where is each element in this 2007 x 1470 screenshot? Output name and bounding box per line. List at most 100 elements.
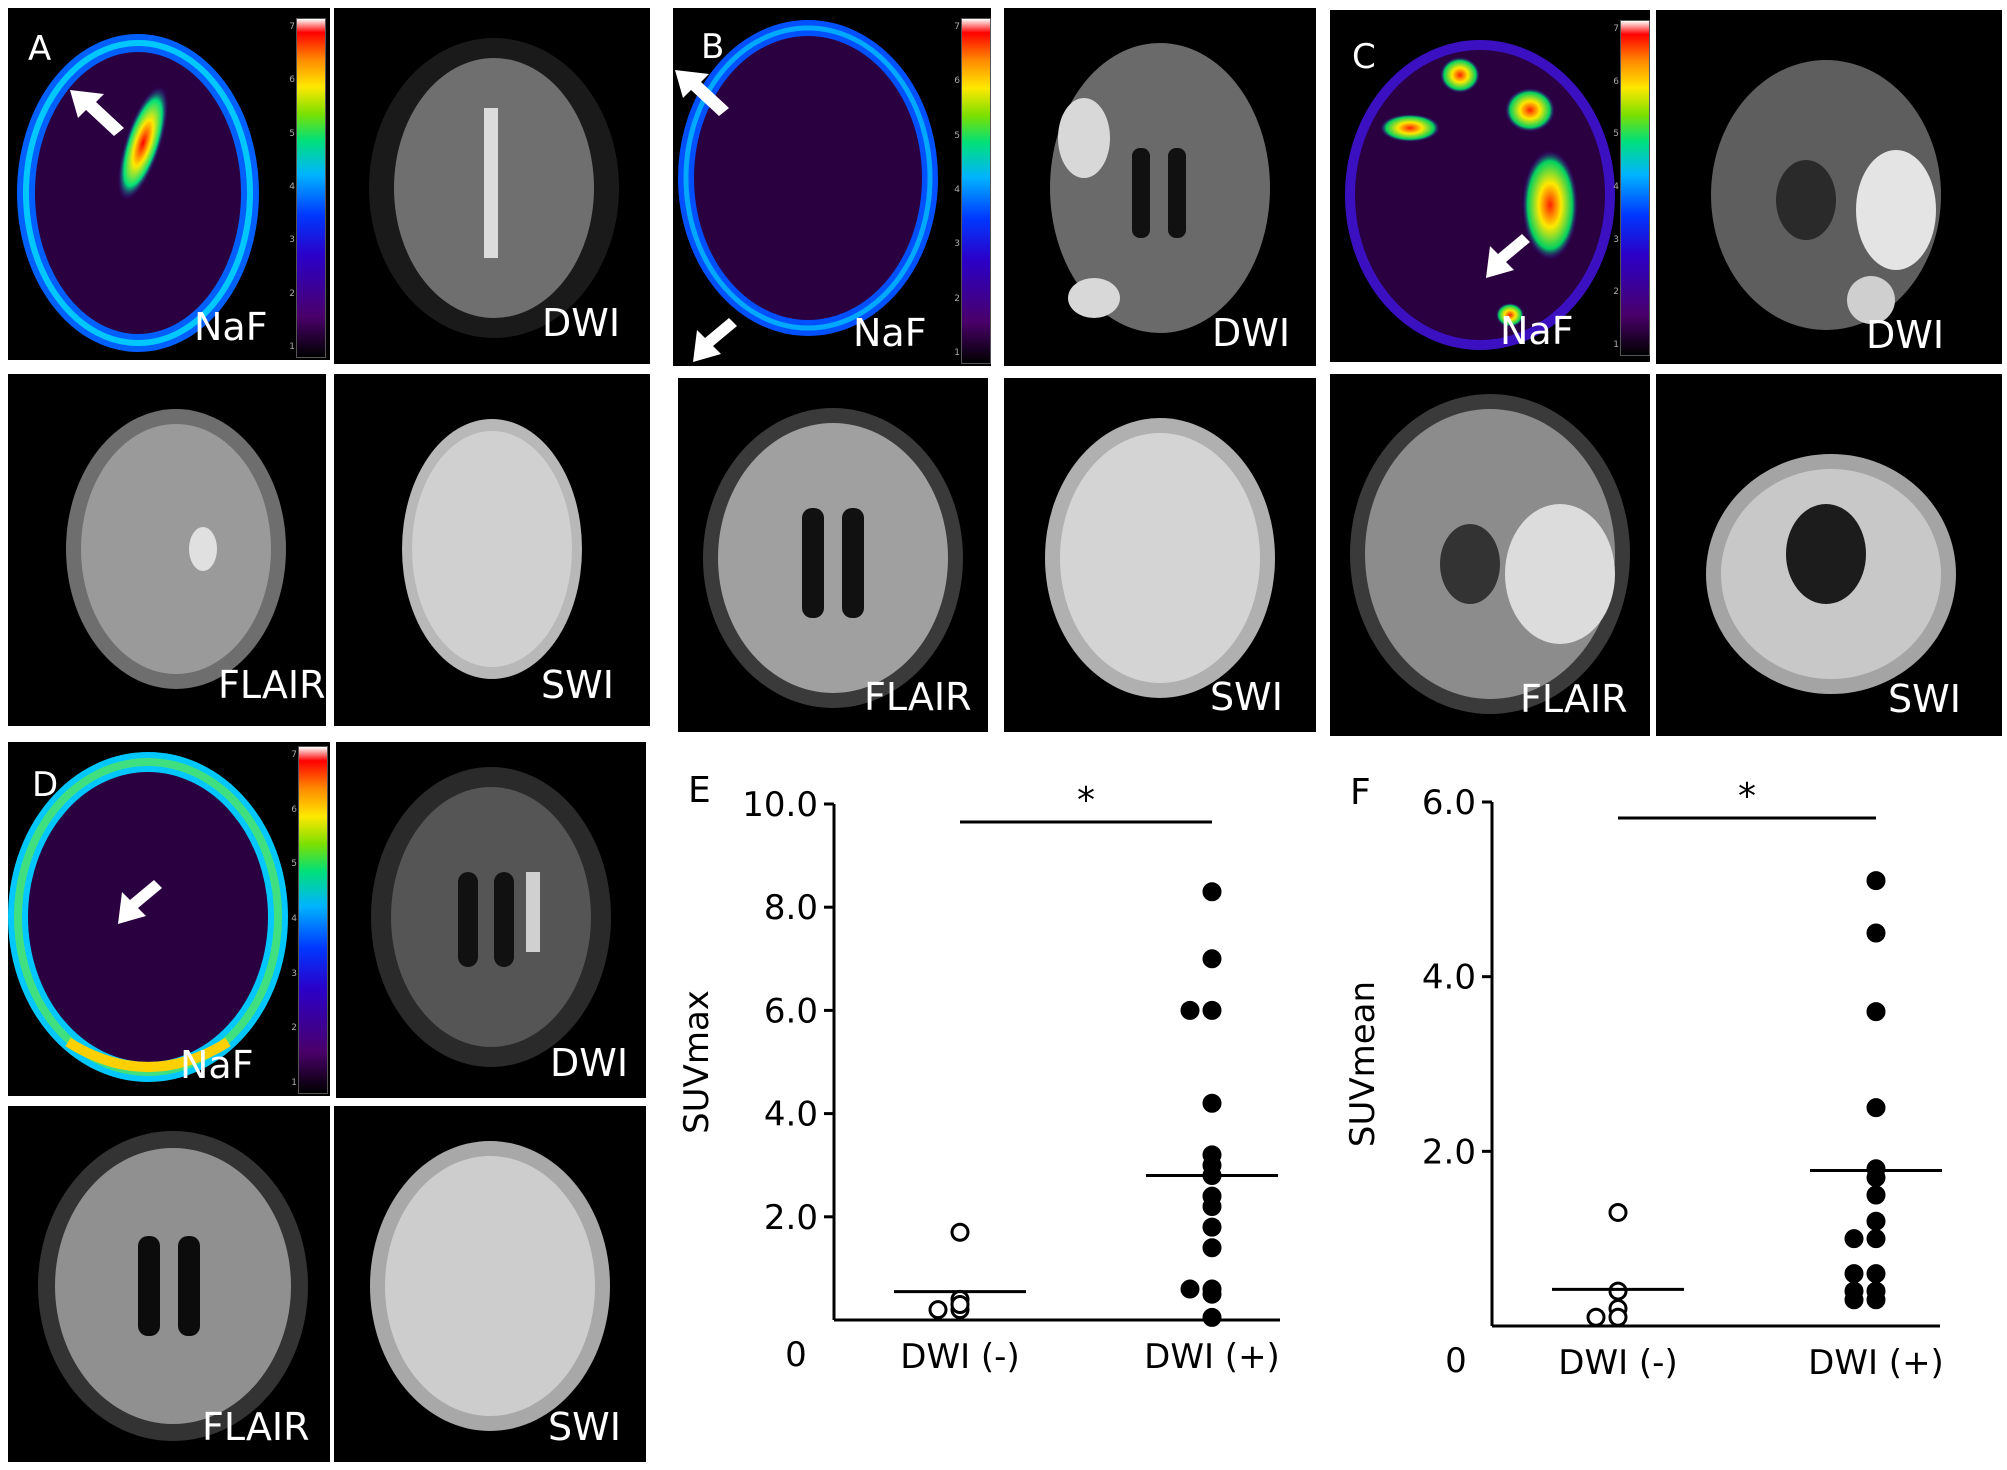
data-point xyxy=(1844,1229,1864,1249)
naf-label: NaF xyxy=(180,1043,254,1087)
arrow-icon xyxy=(70,90,124,136)
panel-d-flair: FLAIR xyxy=(8,1106,330,1462)
data-point xyxy=(1866,871,1886,891)
data-point xyxy=(1202,1238,1222,1258)
panel-a-swi: SWI xyxy=(334,374,650,726)
colorbar-tick: 2 xyxy=(289,288,295,299)
panel-letter: D xyxy=(32,765,59,805)
y-tick-label: 4.0 xyxy=(764,1095,818,1135)
naf-pet-scan xyxy=(17,34,259,352)
colorbar-tick: 6 xyxy=(291,804,297,815)
dwi-label: DWI xyxy=(542,301,621,345)
swi-label: SWI xyxy=(1210,675,1283,719)
x-tick-label: DWI (+) xyxy=(1144,1337,1280,1377)
y-tick-label: 10.0 xyxy=(742,785,818,825)
colorbar-tick: 4 xyxy=(954,185,960,195)
data-point xyxy=(1844,1264,1864,1284)
colorbar-tick: 6 xyxy=(1613,76,1619,87)
data-point xyxy=(1202,1000,1222,1020)
y-axis-label: SUVmax xyxy=(677,990,717,1134)
y-tick-label: 6.0 xyxy=(1422,783,1476,823)
colorbar-tick: 5 xyxy=(289,128,295,139)
colorbar-tick: 1 xyxy=(291,1078,297,1088)
y-tick-label: 2.0 xyxy=(764,1198,818,1238)
colorbar-tick: 5 xyxy=(291,859,297,870)
data-point xyxy=(1608,1202,1628,1222)
colorbar: 7 6 5 4 3 2 1 xyxy=(954,18,991,364)
colorbar: 7 6 5 4 3 2 1 xyxy=(291,746,328,1094)
data-point xyxy=(1866,1229,1886,1249)
y-tick-label: 2.0 xyxy=(1422,1132,1476,1172)
naf-label: NaF xyxy=(194,305,268,349)
origin-label: 0 xyxy=(1445,1341,1467,1381)
chart-letter: F xyxy=(1350,772,1371,813)
flair-scan xyxy=(38,1131,308,1441)
chart-letter: E xyxy=(688,770,711,811)
colorbar-tick: 7 xyxy=(954,22,960,32)
colorbar: 7 6 5 4 3 2 1 xyxy=(1613,20,1650,356)
data-point xyxy=(1202,1307,1222,1327)
origin-label: 0 xyxy=(785,1335,807,1375)
data-point xyxy=(928,1300,948,1320)
colorbar-tick: 1 xyxy=(1613,340,1619,350)
dwi-scan xyxy=(1050,43,1270,333)
flair-label: FLAIR xyxy=(202,1405,310,1449)
panel-c-dwi: DWI xyxy=(1656,10,2002,364)
colorbar-tick: 1 xyxy=(289,342,295,352)
colorbar-tick: 4 xyxy=(291,914,297,924)
dwi-label: DWI xyxy=(1866,313,1945,357)
y-axis-label: SUVmean xyxy=(1343,981,1383,1147)
data-point xyxy=(1180,1000,1200,1020)
colorbar-tick: 3 xyxy=(954,239,960,250)
arrow-icon xyxy=(693,318,737,362)
colorbar-tick: 2 xyxy=(1613,287,1619,298)
swi-scan xyxy=(370,1141,610,1431)
swi-label: SWI xyxy=(1888,677,1961,721)
naf-label: NaF xyxy=(1500,309,1574,353)
dwi-scan xyxy=(1711,60,1941,330)
naf-label: NaF xyxy=(853,311,927,355)
panel-a-dwi: DWI xyxy=(334,8,650,364)
colorbar-tick: 3 xyxy=(291,968,297,979)
colorbar-tick: 2 xyxy=(954,293,960,304)
colorbar-tick: 7 xyxy=(1613,24,1619,34)
panel-c-swi: SWI xyxy=(1656,374,2002,736)
flair-label: FLAIR xyxy=(1520,677,1628,721)
data-point xyxy=(1202,949,1222,969)
panel-d-dwi: DWI xyxy=(336,742,646,1098)
arrow-icon xyxy=(118,880,162,924)
significance-marker: * xyxy=(1738,776,1756,817)
swi-label: SWI xyxy=(541,663,614,707)
data-point xyxy=(1202,1284,1222,1304)
panel-letter: A xyxy=(28,29,52,69)
colorbar-tick: 5 xyxy=(1613,129,1619,140)
panel-d-naf-pet: 7 6 5 4 3 2 1 D NaF xyxy=(8,742,330,1096)
panel-a-naf-pet: 7 6 5 4 3 2 1 A NaF xyxy=(8,8,330,360)
dwi-scan xyxy=(369,38,619,338)
data-point xyxy=(1202,882,1222,902)
panel-b-naf-pet: 7 6 5 4 3 2 1 B NaF xyxy=(673,8,991,366)
swi-scan xyxy=(1706,454,1956,694)
data-point xyxy=(1866,1264,1886,1284)
data-point xyxy=(950,1295,970,1315)
colorbar-tick: 5 xyxy=(954,130,960,141)
flair-label: FLAIR xyxy=(864,675,972,719)
dwi-label: DWI xyxy=(550,1041,629,1085)
data-point xyxy=(1866,1185,1886,1205)
significance-marker: * xyxy=(1077,780,1095,821)
flair-scan xyxy=(703,408,963,708)
data-point xyxy=(1866,1098,1886,1118)
colorbar-tick: 3 xyxy=(1613,234,1619,245)
colorbar-tick: 4 xyxy=(289,182,295,192)
panel-d-swi: SWI xyxy=(334,1106,646,1462)
data-point xyxy=(1866,923,1886,943)
data-point xyxy=(1202,1093,1222,1113)
colorbar-tick: 7 xyxy=(289,22,295,32)
y-tick-label: 8.0 xyxy=(764,888,818,928)
data-point xyxy=(1202,1196,1222,1216)
data-point xyxy=(1866,1211,1886,1231)
panel-a-flair: FLAIR xyxy=(8,374,326,726)
colorbar-tick: 3 xyxy=(289,235,295,246)
data-point xyxy=(1608,1281,1628,1301)
panel-b-flair: FLAIR xyxy=(678,378,988,732)
